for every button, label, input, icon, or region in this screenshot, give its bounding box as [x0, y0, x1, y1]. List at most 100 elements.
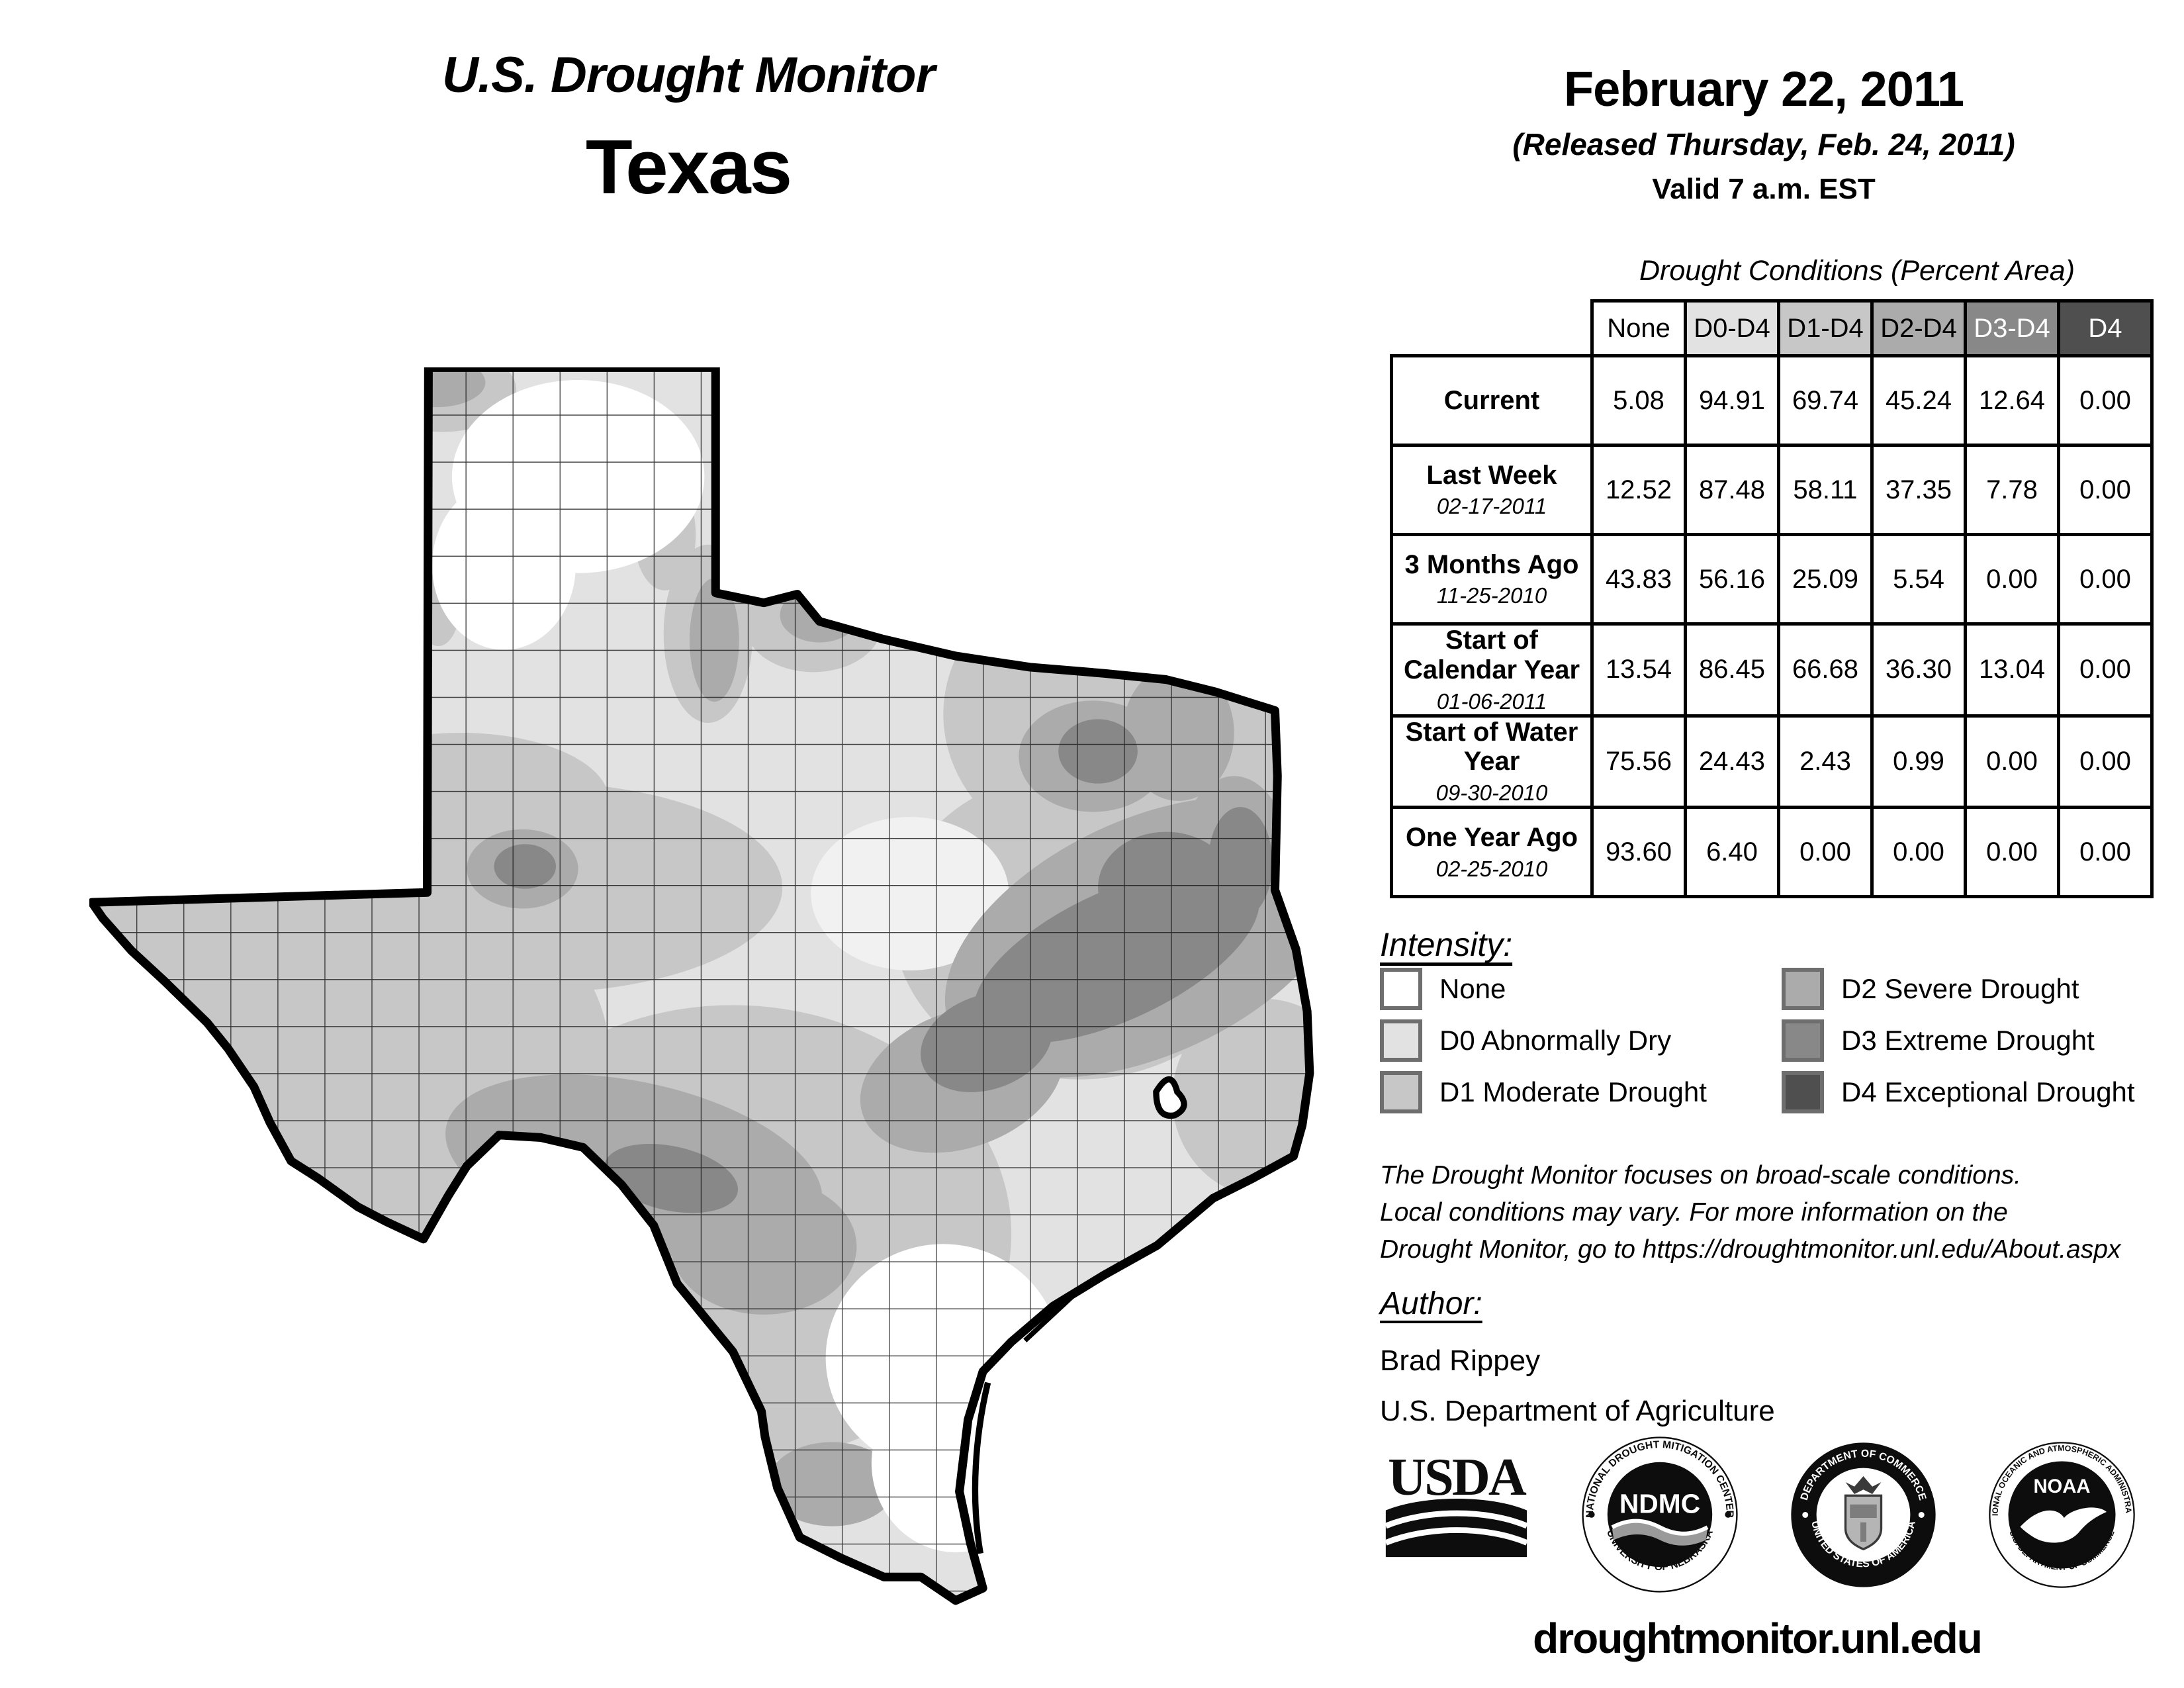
- table-cell: 56.16: [1684, 533, 1780, 626]
- ndmc-dot-left: [1588, 1511, 1595, 1518]
- drought-conditions-table: None D0-D4 D1-D4 D2-D4 D3-D4 D4 Current …: [1390, 299, 2154, 899]
- table-cell: 5.54: [1870, 533, 1967, 626]
- table-cell: 0.00: [1964, 714, 2060, 810]
- col-header-d2d4: D2-D4: [1870, 299, 1967, 357]
- table-title: Drought Conditions (Percent Area): [1639, 255, 2075, 287]
- legend-swatch-d0: [1380, 1019, 1422, 1062]
- doc-star-left: [1802, 1511, 1809, 1518]
- legend-swatch-d3: [1782, 1019, 1824, 1062]
- doc-shield-ship: [1850, 1504, 1877, 1518]
- table-cell: 24.43: [1684, 714, 1780, 810]
- author-block: Author: Brad Rippey U.S. Department of A…: [1380, 1286, 1775, 1428]
- table-cell: 45.24: [1870, 354, 1967, 447]
- legend-item-d4: D4 Exceptional Drought: [1782, 1071, 2179, 1113]
- row-label: One Year Ago 02-25-2010: [1390, 806, 1594, 899]
- intensity-title: Intensity:: [1380, 926, 1513, 963]
- author-org: U.S. Department of Agriculture: [1380, 1395, 1775, 1427]
- table-cell: 7.78: [1964, 444, 2060, 536]
- table-cell: 0.00: [1964, 806, 2060, 899]
- row-label: Current: [1390, 354, 1594, 447]
- usda-logo-text: USDA: [1388, 1448, 1527, 1507]
- logo-row: USDA NATIONAL DROUGHT MITIGATION CENTER …: [1382, 1435, 2136, 1594]
- ndmc-logo: NATIONAL DROUGHT MITIGATION CENTER UNIVE…: [1582, 1436, 1738, 1593]
- texas-drought-map: [87, 363, 1327, 1612]
- table-cell: 6.40: [1684, 806, 1780, 899]
- table-row-one-year-ago: One Year Ago 02-25-2010 93.60 6.40 0.00 …: [1390, 806, 2154, 899]
- footer-url: droughtmonitor.unl.edu: [1533, 1615, 1983, 1662]
- table-row-last-week: Last Week 02-17-2011 12.52 87.48 58.11 3…: [1390, 444, 2154, 536]
- author-title: Author:: [1380, 1286, 1482, 1321]
- doc-eagle: [1845, 1476, 1882, 1494]
- ndmc-dot-right: [1725, 1511, 1731, 1518]
- author-name: Brad Rippey: [1380, 1344, 1541, 1377]
- report-title: U.S. Drought Monitor: [441, 47, 935, 103]
- noaa-seagull: [2020, 1507, 2107, 1543]
- table-cell: 66.68: [1777, 622, 1874, 718]
- report-title-block: U.S. Drought Monitor Texas: [192, 46, 1185, 211]
- legend-column-right: D2 Severe Drought D3 Extreme Drought D4 …: [1782, 968, 2179, 1123]
- noaa-logo: NATIONAL OCEANIC AND ATMOSPHERIC ADMINIS…: [1987, 1440, 2135, 1588]
- noaa-disc: [2008, 1461, 2116, 1568]
- table-cell: 37.35: [1870, 444, 1967, 536]
- doc-star-right: [1918, 1511, 1925, 1518]
- table-cell: 75.56: [1590, 714, 1687, 810]
- table-cell: 86.45: [1684, 622, 1780, 718]
- table-row-3-months-ago: 3 Months Ago 11-25-2010 43.83 56.16 25.0…: [1390, 533, 2154, 626]
- doc-logo: DEPARTMENT OF COMMERCE UNITED STATES OF …: [1791, 1442, 1936, 1587]
- ndmc-logo-text: NDMC: [1619, 1489, 1700, 1519]
- date-block: February 22, 2011 (Released Thursday, Fe…: [1400, 61, 2128, 206]
- row-label: Start of Water Year 09-30-2010: [1390, 714, 1594, 810]
- table-header-row: None D0-D4 D1-D4 D2-D4 D3-D4 D4: [1392, 299, 2154, 357]
- table-cell: 43.83: [1590, 533, 1687, 626]
- legend-item-d3: D3 Extreme Drought: [1782, 1019, 2179, 1062]
- disclaimer-line: The Drought Monitor focuses on broad-sca…: [1380, 1161, 2022, 1190]
- ndmc-wave-line: [1611, 1519, 1709, 1536]
- release-date: (Released Thursday, Feb. 24, 2011): [1512, 127, 2015, 162]
- col-header-none: None: [1590, 299, 1687, 357]
- table-cell: 2.43: [1777, 714, 1874, 810]
- table-row-current: Current 5.08 94.91 69.74 45.24 12.64 0.0…: [1390, 354, 2154, 447]
- legend-item-d2: D2 Severe Drought: [1782, 968, 2179, 1010]
- table-cell: 0.00: [1870, 806, 1967, 899]
- table-cell: 13.54: [1590, 622, 1687, 718]
- county-grid: [91, 367, 1310, 1601]
- valid-time: Valid 7 a.m. EST: [1652, 173, 1876, 205]
- table-cell: 36.30: [1870, 622, 1967, 718]
- usda-logo: USDA: [1385, 1448, 1529, 1558]
- table-cell: 0.00: [2057, 533, 2154, 626]
- col-header-d4: D4: [2057, 299, 2154, 357]
- map-date: February 22, 2011: [1563, 62, 1964, 117]
- usda-swoosh-2: [1385, 1527, 1528, 1546]
- table-cell: 0.99: [1870, 714, 1967, 810]
- disclaimer: The Drought Monitor focuses on broad-sca…: [1380, 1157, 2120, 1268]
- table-row-start-calendar-year: Start of Calendar Year 01-06-2011 13.54 …: [1390, 622, 2154, 718]
- legend-swatch-d2: [1782, 968, 1824, 1010]
- col-header-d0d4: D0-D4: [1684, 299, 1780, 357]
- drought-shading: [91, 367, 1310, 1601]
- legend-item-d1: D1 Moderate Drought: [1380, 1071, 1770, 1113]
- legend-swatch-d1: [1380, 1071, 1422, 1113]
- table-cell: 0.00: [2057, 714, 2154, 810]
- legend-swatch-none: [1380, 968, 1422, 1010]
- table-cell: 69.74: [1777, 354, 1874, 447]
- col-header-d3d4: D3-D4: [1964, 299, 2060, 357]
- table-cell: 87.48: [1684, 444, 1780, 536]
- disclaimer-line: Local conditions may vary. For more info…: [1380, 1198, 2008, 1227]
- table-cell: 13.04: [1964, 622, 2060, 718]
- row-label: Last Week 02-17-2011: [1390, 444, 1594, 536]
- table-cell: 93.60: [1590, 806, 1687, 899]
- barrier-island-padre: [972, 1382, 991, 1554]
- table-cell: 5.08: [1590, 354, 1687, 447]
- ndmc-wave-band: [1612, 1523, 1707, 1546]
- table-cell: 25.09: [1777, 533, 1874, 626]
- table-cell: 0.00: [2057, 444, 2154, 536]
- usda-swoosh-1: [1385, 1510, 1528, 1529]
- legend-column-left: None D0 Abnormally Dry D1 Moderate Droug…: [1380, 968, 1770, 1123]
- row-label: 3 Months Ago 11-25-2010: [1390, 533, 1594, 626]
- legend-item-d0: D0 Abnormally Dry: [1380, 1019, 1770, 1062]
- doc-shield-lighthouse: [1860, 1522, 1866, 1542]
- texas-map-svg: [87, 363, 1314, 1605]
- row-label: Start of Calendar Year 01-06-2011: [1390, 622, 1594, 718]
- table-cell: 12.52: [1590, 444, 1687, 536]
